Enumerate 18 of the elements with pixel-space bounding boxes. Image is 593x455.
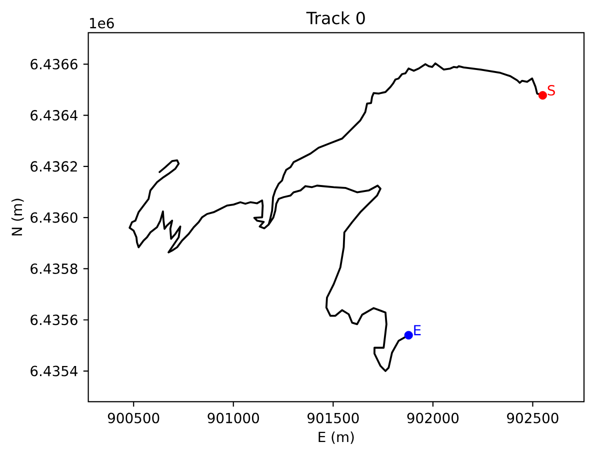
- x-tick-label: 902000: [407, 412, 459, 424]
- y-axis-title: N (m): [11, 198, 24, 236]
- y-tick-label: 6.4356: [30, 314, 78, 326]
- y-tick-label: 6.4364: [30, 110, 78, 121]
- x-tick-label: 901000: [208, 412, 259, 424]
- x-axis-title: E (m): [318, 431, 354, 444]
- series-label: E: [414, 325, 421, 336]
- y-tick-label: 6.4360: [30, 212, 78, 223]
- y-tick-label: 6.4362: [30, 161, 77, 172]
- x-tick-label: 900500: [108, 412, 160, 424]
- y-tick-label: 6.4366: [30, 58, 78, 70]
- x-tick-label: 902500: [507, 412, 558, 424]
- series-label: S: [548, 85, 555, 96]
- chart-title: Track 0: [306, 11, 365, 24]
- y-tick-label: 6.4354: [30, 366, 78, 376]
- text: 1e6: [90, 18, 114, 28]
- y-tick-label: 6.4358: [30, 263, 78, 274]
- x-tick-label: 901500: [308, 412, 359, 424]
